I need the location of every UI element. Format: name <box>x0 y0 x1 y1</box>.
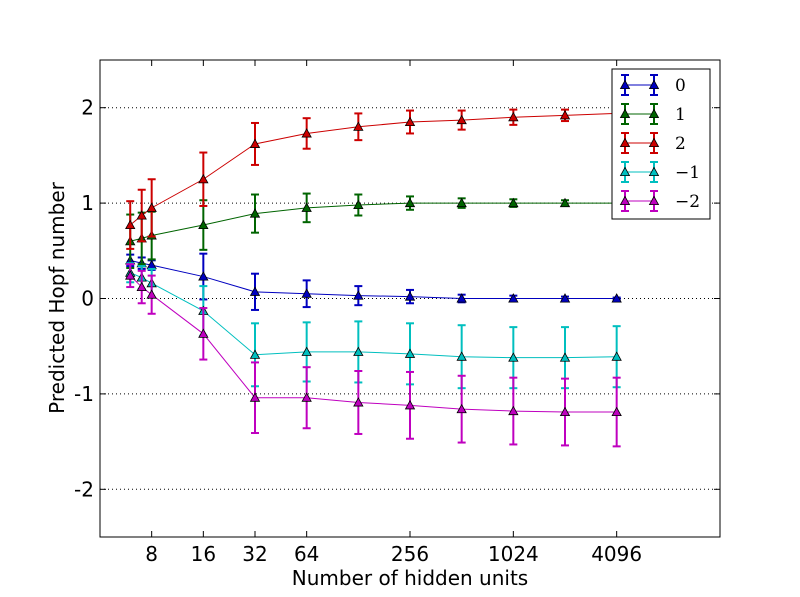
data-point <box>559 352 571 362</box>
y-tick-label: 2 <box>81 96 94 120</box>
legend-label: −2 <box>675 192 700 212</box>
data-point <box>559 197 571 208</box>
x-tick-label: 16 <box>191 542 216 566</box>
data-point <box>146 202 157 212</box>
data-point <box>611 351 622 361</box>
data-point <box>353 397 364 407</box>
data-point <box>249 392 261 402</box>
series-−1 <box>125 262 622 390</box>
data-point <box>611 293 622 303</box>
data-point <box>353 121 364 131</box>
data-point <box>508 197 519 208</box>
legend: 0 1 2 −1 −2 <box>611 68 711 220</box>
data-point <box>456 197 467 208</box>
series-−2 <box>125 263 622 448</box>
y-tick-label: 0 <box>81 287 94 311</box>
legend-marker <box>648 195 660 206</box>
legend-label: 0 <box>675 76 686 96</box>
legend-entry: 0 <box>619 74 686 96</box>
legend-marker <box>619 195 631 206</box>
x-tick-label: 1024 <box>488 542 539 566</box>
x-tick-label: 4096 <box>591 542 642 566</box>
legend-entry: −1 <box>619 161 700 183</box>
y-tick-label: 1 <box>81 191 94 215</box>
data-point <box>301 346 312 356</box>
legend-marker <box>619 166 631 177</box>
legend-entry: −2 <box>619 190 700 212</box>
data-point <box>559 110 571 120</box>
data-point <box>198 219 209 230</box>
x-tick-label: 32 <box>242 542 267 566</box>
data-point <box>146 289 157 299</box>
data-point <box>136 281 147 292</box>
data-point <box>249 138 261 148</box>
x-axis-label: Number of hidden units <box>292 566 528 590</box>
data-point <box>508 111 519 122</box>
y-tick-label: -1 <box>74 382 94 406</box>
legend-marker <box>648 108 660 118</box>
data-point <box>508 405 519 416</box>
legend-entry: 1 <box>619 103 686 125</box>
legend-label: 2 <box>675 134 686 154</box>
data-point <box>404 348 416 358</box>
data-point <box>249 286 261 296</box>
data-point <box>456 114 467 125</box>
data-point <box>456 293 467 303</box>
data-point <box>353 290 364 300</box>
legend-label: −1 <box>675 163 700 183</box>
data-point <box>508 293 519 303</box>
ticks: -2 -1 0 1 2 8 16 32 64 256 1024 4096 <box>74 60 720 566</box>
data-point <box>404 400 416 410</box>
legend-marker <box>648 166 660 177</box>
data-point <box>301 392 312 402</box>
y-tick-label: -2 <box>74 477 94 501</box>
data-point <box>353 199 364 210</box>
data-point <box>136 210 147 220</box>
legend-entry: 2 <box>619 132 686 154</box>
series-group <box>125 107 622 448</box>
y-axis-label: Predicted Hopf number <box>45 181 69 413</box>
data-point <box>198 271 209 281</box>
x-tick-label: 8 <box>145 542 158 566</box>
data-point <box>301 288 312 298</box>
data-point <box>301 202 312 212</box>
data-point <box>198 173 209 184</box>
data-point <box>198 328 209 338</box>
data-point <box>125 270 136 280</box>
data-point <box>353 346 364 356</box>
data-point <box>249 349 261 359</box>
data-point <box>559 406 571 417</box>
legend-marker <box>619 137 631 148</box>
data-point <box>301 128 312 138</box>
legend-label: 1 <box>675 105 686 125</box>
series-2 <box>125 107 622 250</box>
legend-marker <box>648 79 660 89</box>
data-point <box>559 293 571 303</box>
data-point <box>611 406 622 417</box>
x-tick-label: 64 <box>294 542 319 566</box>
data-point <box>456 351 467 361</box>
data-point <box>404 116 416 127</box>
data-point <box>508 352 519 362</box>
data-point <box>249 208 261 218</box>
data-point <box>456 403 467 414</box>
data-point <box>404 197 416 208</box>
legend-marker <box>619 79 631 89</box>
legend-marker <box>648 137 660 148</box>
data-point <box>125 219 136 230</box>
data-point <box>404 291 416 301</box>
x-tick-label: 256 <box>391 542 429 566</box>
legend-marker <box>619 108 631 118</box>
